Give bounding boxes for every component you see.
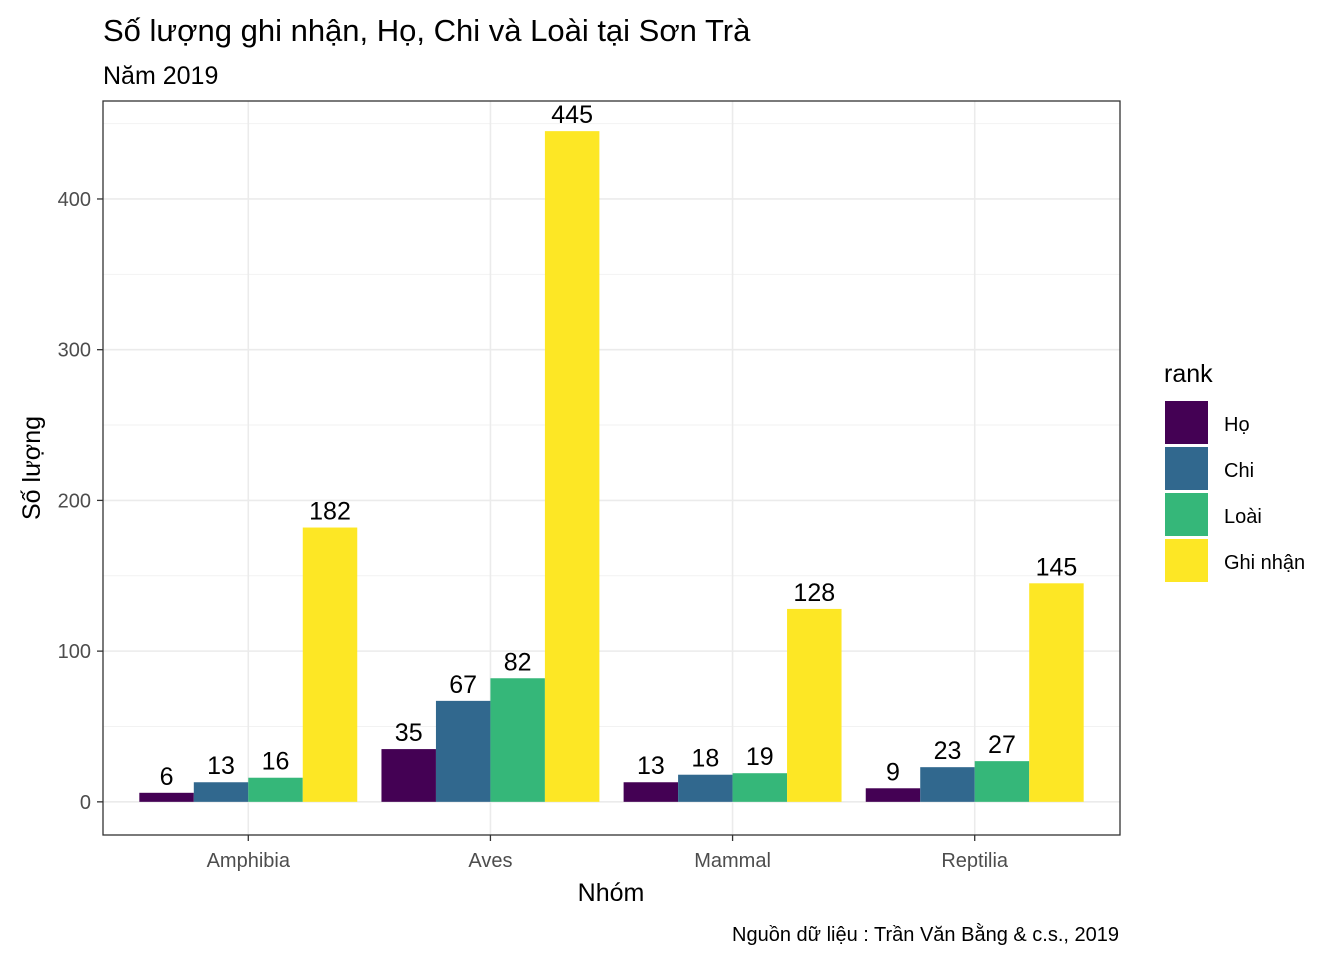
data-label: 35 xyxy=(395,719,423,747)
bar xyxy=(865,788,921,802)
legend-key xyxy=(1165,493,1208,536)
data-label: 145 xyxy=(1036,553,1078,581)
legend-label: Loài xyxy=(1224,506,1262,528)
data-label: 445 xyxy=(551,101,593,129)
bars xyxy=(139,131,1084,802)
chart-subtitle: Năm 2019 xyxy=(103,62,218,90)
x-axis-title: Nhóm xyxy=(578,879,645,907)
data-label: 19 xyxy=(746,743,774,771)
y-tick-label: 400 xyxy=(58,189,91,211)
data-label: 128 xyxy=(793,579,835,607)
bar xyxy=(435,700,491,802)
legend: rank Họ Chi Loài Ghi nhận xyxy=(1164,360,1305,582)
y-tick-label: 100 xyxy=(58,641,91,663)
x-tick-label: Aves xyxy=(468,850,512,872)
bar xyxy=(490,678,545,802)
data-label: 182 xyxy=(309,498,351,526)
bar xyxy=(302,527,358,802)
y-tick-label: 0 xyxy=(80,792,91,814)
data-label: 6 xyxy=(160,763,174,791)
chart-title: Số lượng ghi nhận, Họ, Chi và Loài tại S… xyxy=(103,13,751,48)
data-labels: 6 13 16 182 35 67 82 445 13 18 19 128 9 23 27 145 xyxy=(160,101,1078,791)
legend-label: Ghi nhận xyxy=(1224,552,1305,574)
data-label: 82 xyxy=(504,648,532,676)
bar xyxy=(920,767,975,802)
legend-label: Họ xyxy=(1224,414,1250,436)
y-axis: 0 100 200 300 400 xyxy=(58,189,103,814)
x-axis: Amphibia Aves Mammal Reptilia xyxy=(207,835,1009,872)
bar xyxy=(623,782,679,802)
legend-key xyxy=(1165,401,1208,444)
bar xyxy=(544,131,600,802)
bar xyxy=(974,761,1030,802)
bar xyxy=(678,774,733,802)
data-label: 9 xyxy=(886,758,900,786)
y-tick-label: 200 xyxy=(58,490,91,512)
legend-label: Chi xyxy=(1224,460,1254,482)
bar xyxy=(1029,583,1084,802)
legend-key xyxy=(1165,539,1208,582)
plot-border xyxy=(102,100,1121,836)
data-label: 16 xyxy=(262,748,290,776)
bar xyxy=(732,773,788,802)
data-label: 13 xyxy=(207,752,235,780)
y-tick-label: 300 xyxy=(58,340,91,362)
legend-key xyxy=(1165,447,1208,490)
bar xyxy=(248,777,303,802)
bar xyxy=(139,792,194,802)
plot-panel xyxy=(103,101,1120,835)
x-tick-label: Amphibia xyxy=(207,850,291,872)
y-axis-title: Số lượng xyxy=(18,416,46,520)
x-tick-label: Mammal xyxy=(694,850,771,872)
data-label: 67 xyxy=(449,671,477,699)
bar xyxy=(381,749,436,802)
x-tick-label: Reptilia xyxy=(941,850,1009,872)
data-label: 13 xyxy=(637,752,665,780)
data-label: 23 xyxy=(934,737,962,765)
chart-caption: Nguồn dữ liệu : Trần Văn Bằng & c.s., 20… xyxy=(732,923,1119,946)
bar xyxy=(193,782,249,802)
legend-title: rank xyxy=(1164,360,1213,388)
bar xyxy=(787,608,842,802)
data-label: 18 xyxy=(691,745,719,773)
data-label: 27 xyxy=(988,731,1016,759)
